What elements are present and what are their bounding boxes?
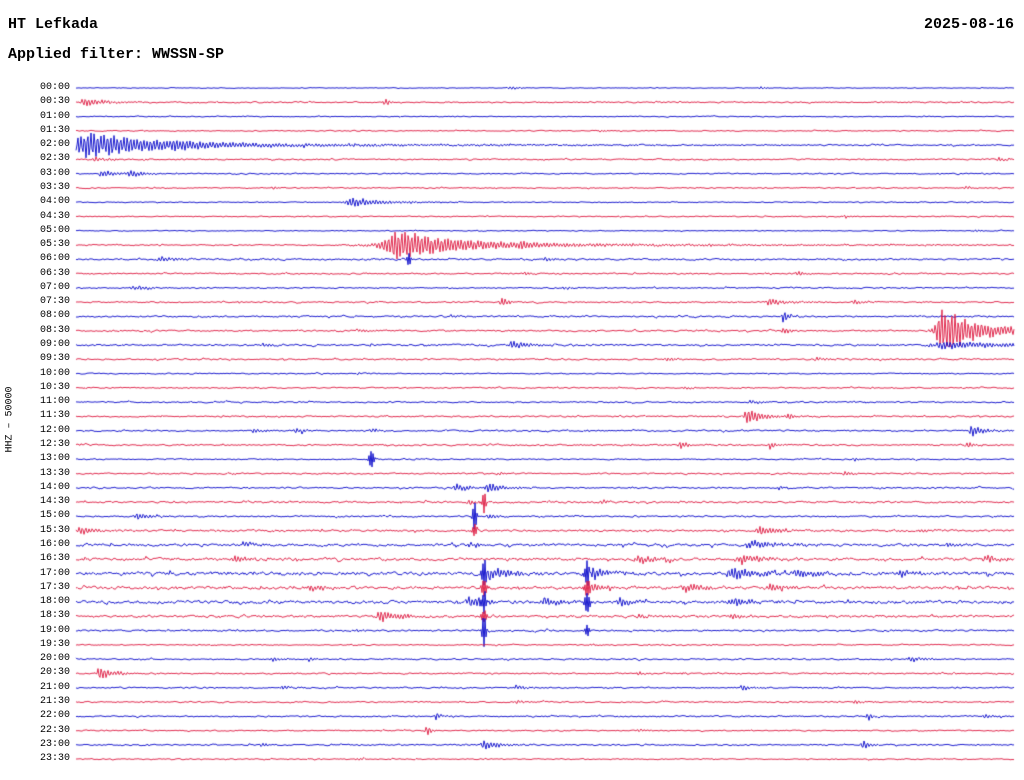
filter-label: Applied filter: WWSSN-SP — [8, 46, 225, 63]
time-label: 11:00 — [39, 396, 70, 408]
date-label: 2025-08-16 — [923, 16, 1014, 33]
time-label: 18:00 — [39, 596, 70, 608]
time-label: 09:00 — [39, 339, 70, 351]
time-label: 14:00 — [39, 481, 70, 493]
time-label: 16:00 — [39, 538, 70, 550]
time-label: 10:30 — [39, 381, 70, 393]
time-label: 17:30 — [39, 581, 70, 593]
time-label: 01:00 — [39, 110, 70, 122]
time-label: 21:00 — [39, 681, 70, 693]
time-label: 13:00 — [39, 453, 70, 465]
time-label: 03:30 — [39, 181, 70, 193]
time-label: 09:30 — [39, 353, 70, 365]
time-label: 00:30 — [39, 96, 70, 108]
time-label: 12:00 — [39, 424, 70, 436]
time-label: 03:00 — [39, 167, 70, 179]
time-label: 21:30 — [39, 696, 70, 708]
time-label: 05:30 — [39, 239, 70, 251]
time-label: 16:30 — [39, 553, 70, 565]
time-label: 04:30 — [39, 210, 70, 222]
time-label: 05:00 — [39, 224, 70, 236]
time-label: 12:30 — [39, 439, 70, 450]
time-label: 11:30 — [39, 410, 70, 422]
station-title: HT Lefkada — [8, 16, 99, 33]
time-label: 07:30 — [39, 296, 70, 308]
time-label: 18:30 — [39, 610, 70, 622]
time-label: 23:00 — [39, 738, 70, 750]
time-label: 08:30 — [39, 324, 70, 336]
time-label: 23:30 — [39, 753, 70, 765]
time-label: 22:00 — [39, 710, 70, 722]
time-label: 15:00 — [39, 510, 70, 522]
time-label: 19:30 — [39, 638, 70, 650]
time-label: 01:30 — [39, 124, 70, 136]
time-label: 02:30 — [39, 153, 70, 165]
time-label: 00:00 — [39, 82, 70, 93]
time-label: 10:00 — [39, 367, 70, 379]
time-label: 20:30 — [39, 667, 70, 679]
time-label: 22:30 — [39, 724, 70, 736]
time-label: 20:00 — [39, 653, 70, 665]
time-label: 07:00 — [39, 281, 70, 293]
time-label: 08:00 — [39, 310, 70, 322]
time-label: 02:00 — [39, 139, 70, 151]
time-label: 15:30 — [39, 524, 70, 536]
time-label: 06:00 — [39, 253, 70, 265]
time-label: 19:00 — [39, 624, 70, 636]
time-label: 06:30 — [39, 267, 70, 279]
time-label: 14:30 — [39, 496, 70, 508]
time-label: 13:30 — [39, 467, 70, 479]
time-label: 17:00 — [39, 567, 70, 579]
time-label: 04:00 — [39, 196, 70, 208]
